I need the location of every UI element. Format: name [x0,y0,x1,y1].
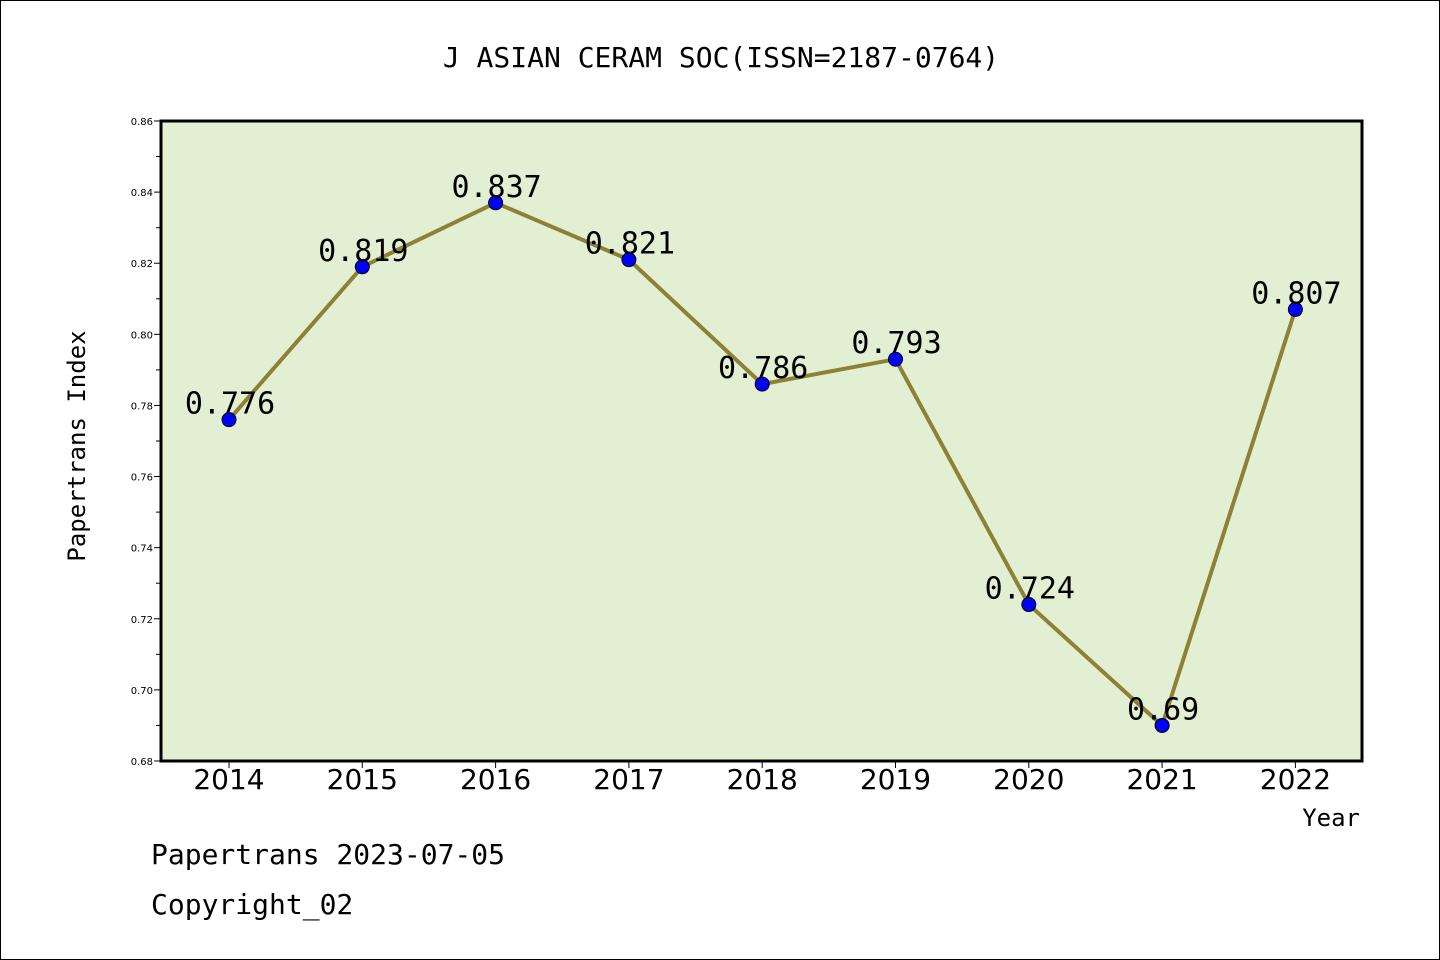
data-label: 0.837 [451,170,541,205]
data-point [621,252,637,268]
x-tick-label: 2017 [593,763,664,796]
y-tick-label: 0.68 [131,757,153,768]
data-label: 0.786 [718,351,808,386]
data-label: 0.807 [1251,276,1341,311]
y-tick-label: 0.70 [131,686,153,697]
y-tick-label: 0.74 [131,544,153,555]
y-axis-label: Papertrans Index [63,330,91,561]
data-point [754,376,770,392]
data-label: 0.69 [1127,692,1199,727]
y-tick-label: 0.78 [131,401,153,412]
y-tick-label: 0.76 [131,473,153,484]
y-tick-label: 0.80 [131,330,153,341]
x-tick-label: 2019 [860,763,931,796]
data-label: 0.793 [851,326,941,361]
data-point [1154,717,1170,733]
data-point [488,195,504,211]
y-tick-label: 0.86 [131,117,153,128]
x-axis-ticks: 2014 2015 2016 2017 2018 2019 2020 2021 2022 [193,761,1331,796]
footer-copyright: Copyright_02 [151,888,353,922]
series-layer [221,195,1303,733]
plot-area [159,119,1364,763]
x-tick-label: 2015 [327,763,398,796]
y-axis-ticks: 0.68 0.70 0.72 0.74 0.76 0.78 0.80 0.82 0.84 0.86 [131,117,161,768]
footer-date: Papertrans 2023-07-05 [151,838,505,871]
x-tick-label: 2016 [460,763,531,796]
y-tick-label: 0.72 [131,615,153,626]
data-point [1021,597,1037,613]
x-tick-label: 2020 [993,763,1064,796]
data-label: 0.819 [318,234,408,269]
data-point [888,351,903,367]
data-label: 0.724 [985,572,1075,607]
data-point [1287,301,1303,317]
data-label: 0.821 [585,227,675,262]
x-tick-label: 2022 [1260,763,1331,796]
data-point [221,412,237,428]
data-point [354,259,370,275]
chart-title: J ASIAN CERAM SOC(ISSN=2187-0764) [443,41,999,74]
y-tick-label: 0.82 [131,259,153,270]
data-label: 0.776 [185,387,275,422]
x-tick-label: 2014 [193,763,264,796]
y-tick-label: 0.84 [131,188,153,199]
data-label-layer: 0.776 0.819 0.837 0.821 0.786 0.793 0.724 0.69 0… [185,170,1342,728]
x-tick-label: 2021 [1126,763,1197,796]
x-axis-label: Year [1302,804,1360,832]
x-tick-label: 2018 [727,763,798,796]
